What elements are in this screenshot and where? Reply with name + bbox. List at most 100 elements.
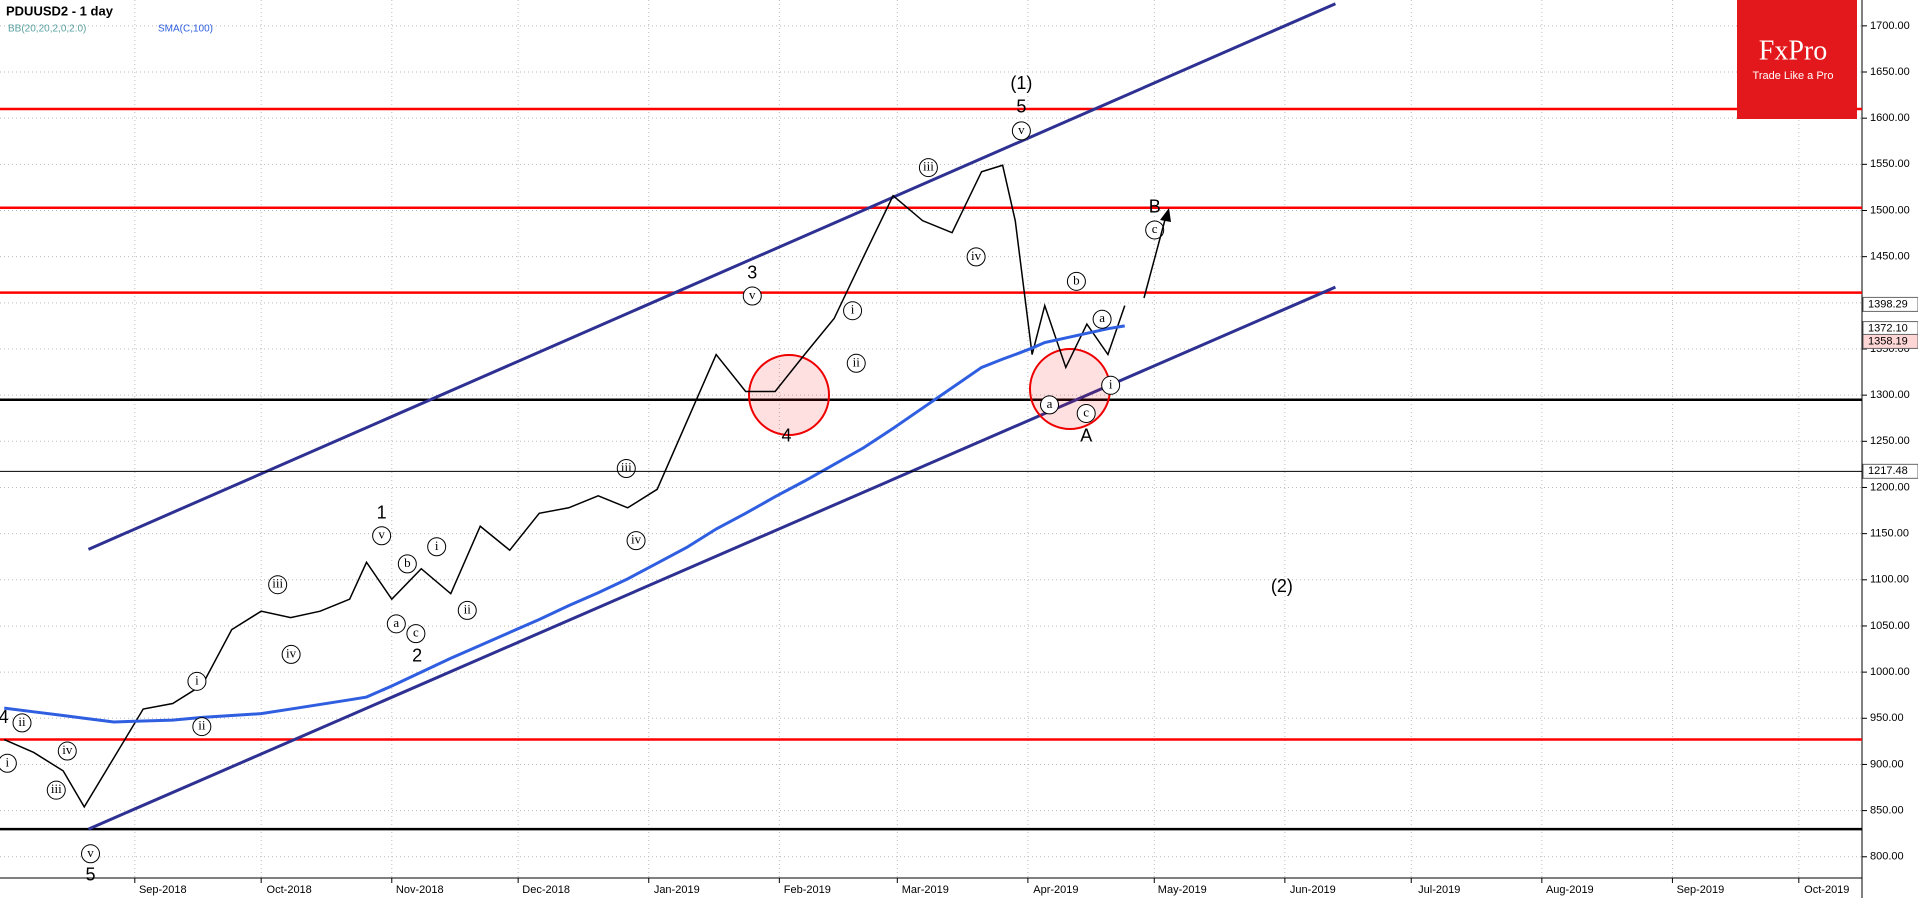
y-tick-label: 1250.00 (1870, 435, 1910, 447)
wave-label: 4 (782, 425, 792, 445)
wave-circle (0, 753, 17, 773)
wave-circle (1145, 220, 1165, 240)
wave-label: v (87, 845, 94, 860)
price-tag-label: 1217.48 (1868, 465, 1908, 477)
wave-label: a (393, 615, 399, 630)
wave-label: i (1109, 376, 1113, 391)
wave-label: i (851, 302, 855, 317)
wave-circle (281, 644, 301, 664)
wave-label: (1) (1010, 73, 1032, 93)
wave-circle (46, 780, 66, 800)
arrow (1143, 215, 1167, 299)
x-tick-label: Dec-2018 (522, 884, 570, 896)
channel-line (87, 285, 1337, 831)
wave-label: iii (923, 159, 934, 174)
wave-circle (57, 741, 77, 761)
price-tag-box (1862, 463, 1918, 479)
x-tick-label: Sep-2019 (1677, 884, 1725, 896)
logo-tagline: Trade Like a Pro (1753, 70, 1834, 82)
y-tick-label: 1650.00 (1870, 66, 1910, 78)
y-tick-label: 900.00 (1870, 758, 1904, 770)
wave-label: iv (631, 532, 642, 547)
y-tick-label: 1100.00 (1870, 574, 1909, 586)
wave-circle (81, 844, 101, 864)
wave-label: i (195, 672, 199, 687)
wave-circle (457, 600, 477, 620)
wave-label: a (1047, 396, 1053, 411)
y-tick-label: 1200.00 (1870, 481, 1910, 493)
x-tick-label: Jan-2019 (654, 884, 700, 896)
wave-label: 2 (412, 646, 422, 666)
wave-circle (406, 624, 426, 644)
wave-label: c (413, 625, 419, 640)
x-tick-label: Apr-2019 (1033, 884, 1078, 896)
logo-box (1737, 0, 1857, 119)
wave-label: v (749, 287, 756, 302)
wave-label: iv (971, 248, 982, 263)
wave-label: b (1073, 272, 1080, 287)
wave-circle (1040, 395, 1060, 415)
y-tick-label: 1700.00 (1870, 20, 1910, 32)
wave-label: ii (853, 354, 861, 369)
wave-label: iii (51, 781, 62, 796)
wave-label: ii (198, 718, 206, 733)
wave-label: iv (286, 645, 297, 660)
wave-label: b (404, 555, 411, 570)
y-tick-label: 1050.00 (1870, 620, 1910, 632)
x-tick-label: Oct-2018 (267, 884, 312, 896)
wave-circle (12, 713, 32, 733)
x-tick-label: Oct-2019 (1804, 884, 1849, 896)
y-tick-label: 1300.00 (1870, 389, 1910, 401)
price-tag-label: 1358.19 (1868, 335, 1908, 347)
x-tick-label: Jul-2019 (1418, 884, 1460, 896)
x-tick-label: Nov-2018 (396, 884, 444, 896)
indicator-label: BB(20,20,2,0,2.0) (8, 24, 86, 35)
wave-label: ii (464, 601, 472, 616)
wave-circle (386, 614, 406, 634)
highlight-circle (748, 354, 830, 436)
logo-name: FxPro (1759, 35, 1827, 66)
y-tick-label: 1600.00 (1870, 112, 1910, 124)
y-tick-label: 1550.00 (1870, 158, 1910, 170)
wave-circle (1076, 403, 1096, 423)
wave-label: i (6, 754, 10, 769)
wave-label: a (1099, 310, 1105, 325)
channel-line (87, 2, 1337, 551)
wave-circle (1092, 309, 1112, 329)
wave-label: iv (62, 742, 73, 757)
x-tick-label: Jun-2019 (1290, 884, 1336, 896)
arrow-head (1160, 208, 1171, 222)
wave-circle (843, 301, 863, 321)
highlight-circle (1029, 348, 1111, 430)
wave-circle (626, 531, 646, 551)
y-tick-label: 1150.00 (1870, 528, 1909, 540)
wave-label: v (378, 527, 385, 542)
y-tick-label: 800.00 (1870, 851, 1904, 863)
y-tick-label: 1500.00 (1870, 204, 1910, 216)
wave-label: c (1152, 221, 1158, 236)
wave-circle (1011, 121, 1031, 141)
wave-circle (966, 247, 986, 267)
x-tick-label: Feb-2019 (784, 884, 831, 896)
price-tag-label: 1398.29 (1868, 298, 1908, 310)
y-tick-label: 1450.00 (1870, 251, 1910, 263)
logo: FxPro Trade Like a Pro (1737, 0, 1857, 119)
price-tag-label: 1372.10 (1868, 322, 1908, 334)
x-tick-label: May-2019 (1158, 884, 1207, 896)
wave-label: c (1083, 404, 1089, 419)
y-tick-label: 1000.00 (1870, 666, 1910, 678)
price-tag-box (1862, 333, 1918, 349)
wave-circle (372, 526, 392, 546)
wave-circle (742, 286, 762, 306)
wave-circle (268, 575, 288, 595)
wave-label: iii (621, 459, 632, 474)
wave-label: iii (272, 576, 283, 591)
wave-circle (1101, 375, 1121, 395)
wave-label: B (1149, 197, 1161, 217)
wave-circle (187, 671, 207, 691)
wave-circle (918, 158, 938, 178)
wave-label: i (435, 538, 439, 553)
